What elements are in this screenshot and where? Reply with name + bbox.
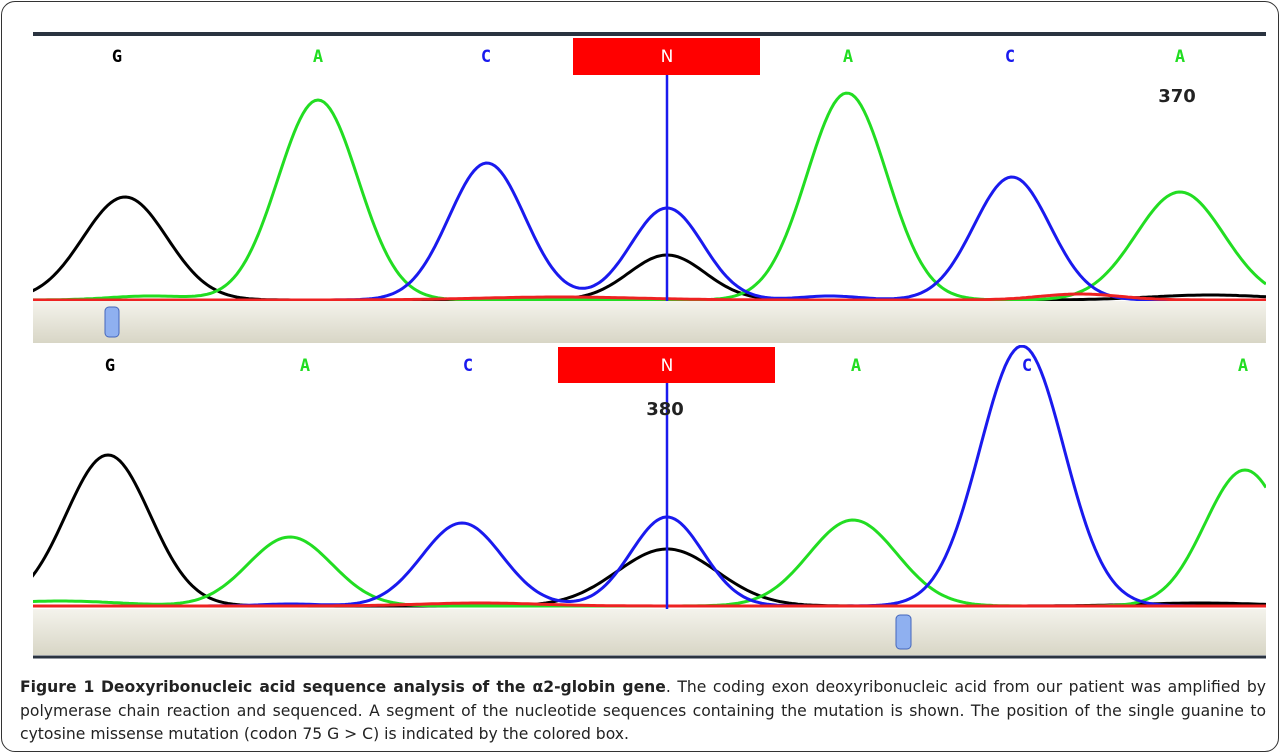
base-call: G bbox=[105, 356, 115, 376]
position-label: 370 bbox=[1158, 86, 1196, 107]
base-call: N bbox=[661, 356, 674, 376]
trace bbox=[30, 603, 1266, 606]
caption-label: Figure 1 bbox=[20, 678, 94, 696]
scroll-thumb[interactable] bbox=[105, 307, 119, 337]
position-label: 380 bbox=[646, 399, 684, 420]
base-call: A bbox=[843, 47, 853, 67]
base-call: N bbox=[661, 47, 674, 67]
base-call: A bbox=[1175, 47, 1185, 67]
traces-bottom bbox=[30, 346, 1266, 606]
trace bbox=[30, 346, 1266, 606]
trace bbox=[30, 197, 1266, 300]
caption-title: Deoxyribonucleic acid sequence analysis … bbox=[101, 678, 666, 696]
figure-caption: Figure 1 Deoxyribonucleic acid sequence … bbox=[20, 676, 1266, 747]
base-call: C bbox=[1005, 47, 1015, 67]
chromatogram: G A C N A C A 370 G A C N A C A 380 bbox=[0, 0, 1282, 670]
trace bbox=[30, 470, 1266, 606]
scrollbar[interactable] bbox=[33, 609, 1266, 655]
trace bbox=[30, 93, 1266, 300]
traces-top bbox=[30, 93, 1266, 300]
base-call: A bbox=[1238, 356, 1248, 376]
base-call: A bbox=[300, 356, 310, 376]
base-call: G bbox=[112, 47, 122, 67]
trace bbox=[30, 163, 1266, 300]
scrollbar[interactable] bbox=[33, 301, 1266, 343]
base-call: C bbox=[1022, 356, 1032, 376]
scroll-thumb[interactable] bbox=[896, 615, 911, 649]
base-call: C bbox=[463, 356, 473, 376]
base-call: A bbox=[851, 356, 861, 376]
base-call: A bbox=[313, 47, 323, 67]
base-call: C bbox=[481, 47, 491, 67]
